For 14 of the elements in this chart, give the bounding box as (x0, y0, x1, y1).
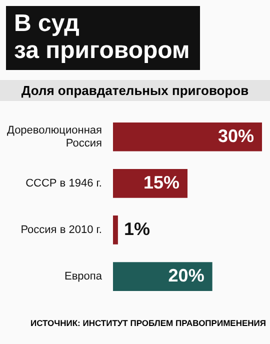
chart-title: В суд за приговором (6, 6, 200, 70)
bar (112, 216, 118, 244)
y-tick-label: Россия в 2010 г. (20, 224, 102, 236)
data-label: 20% (168, 265, 204, 286)
bar (112, 262, 212, 291)
y-tick-label: Дореволюционная Россия (6, 124, 102, 150)
data-label: 15% (143, 172, 180, 192)
data-label: 1% (124, 218, 150, 239)
y-tick-label: Европа (64, 270, 103, 283)
chart-subtitle: Доля оправдательных приговоров (0, 80, 270, 101)
data-label: 30% (218, 126, 254, 146)
text: ИСТОЧНИК: ИНСТИТУТ ПРОБЛЕМ ПРАВОПРИМЕНЕНИЯ (29, 318, 266, 328)
y-tick-label: СССР в 1946 г. (26, 177, 102, 190)
bar (112, 122, 262, 152)
